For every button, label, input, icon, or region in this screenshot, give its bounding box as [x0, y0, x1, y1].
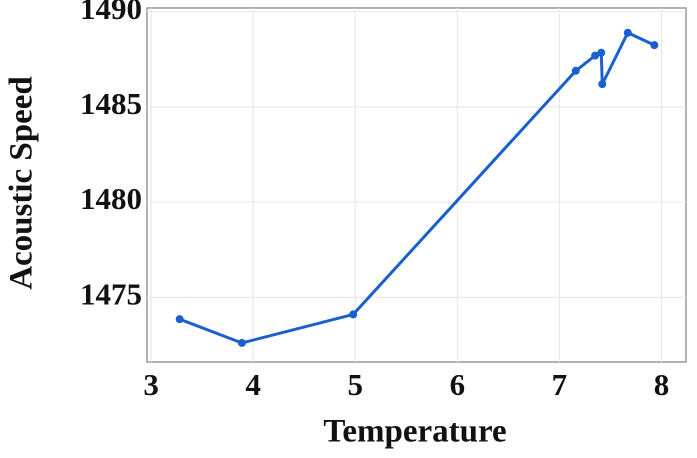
x-tick-label: 8: [654, 367, 670, 402]
x-tick-label: 3: [143, 367, 159, 402]
x-tick-label: 6: [450, 367, 466, 402]
y-tick-label: 1475: [80, 276, 142, 311]
marker: [349, 310, 358, 319]
marker: [175, 315, 184, 324]
x-tick-label: 4: [245, 367, 261, 402]
x-tick-label: 7: [552, 367, 568, 402]
marker: [650, 41, 659, 50]
marker: [591, 51, 600, 60]
x-tick-label: 5: [348, 367, 364, 402]
x-axis-label: Temperature: [323, 414, 506, 450]
y-tick-label: 1490: [80, 0, 142, 26]
y-axis-label: Acoustic Speed: [4, 76, 40, 290]
marker: [598, 80, 607, 89]
marker: [623, 28, 632, 37]
marker: [237, 338, 246, 347]
plot-area: [146, 7, 687, 363]
y-tick-label: 1485: [80, 86, 142, 121]
y-tick-label: 1480: [80, 181, 142, 216]
marker: [571, 66, 580, 75]
marker: [597, 48, 606, 57]
